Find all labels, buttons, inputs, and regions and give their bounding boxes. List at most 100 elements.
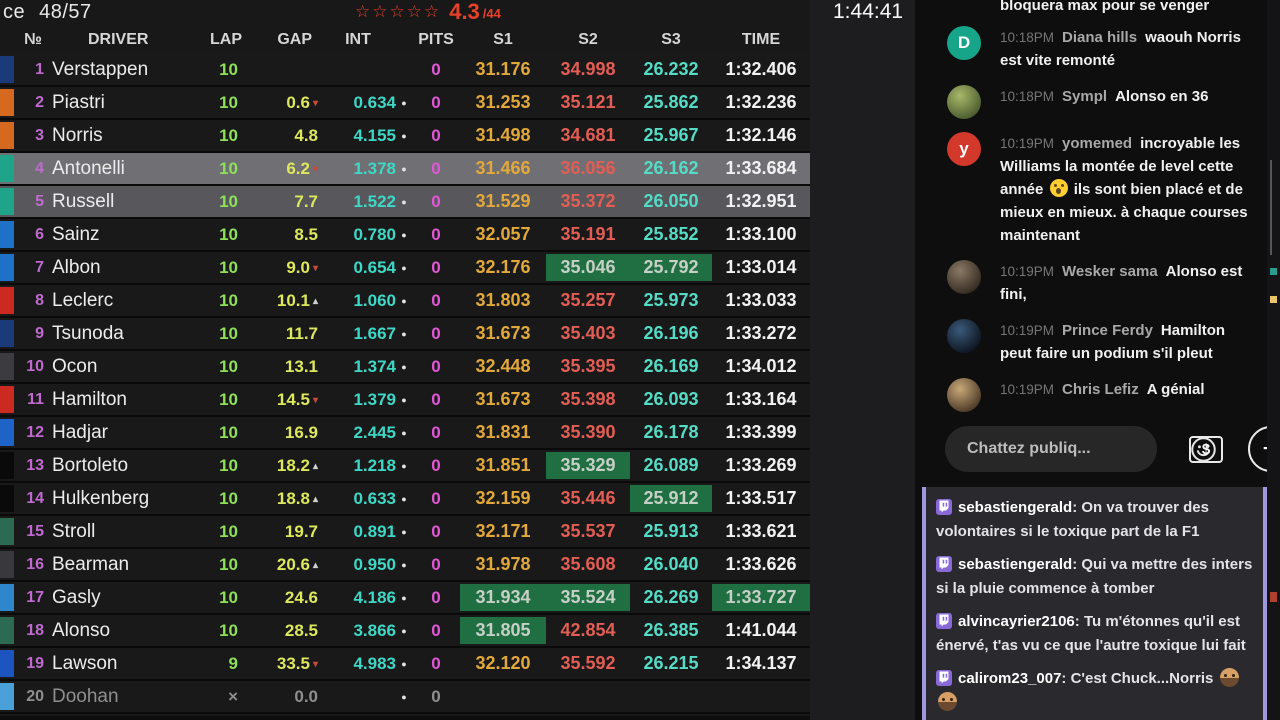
position-number: 12 bbox=[26, 423, 44, 441]
timing-topbar: ce 48/57 ☆☆☆☆☆ 4.3 /44 bbox=[0, 0, 810, 26]
pit-count: 0 bbox=[431, 224, 441, 244]
pit-count: 0 bbox=[431, 92, 441, 112]
table-row[interactable]: 15 Stroll 10 19.7 0.891 ● 0 32.171 35.537 25.913 1… bbox=[0, 516, 810, 549]
interval-value: 0.950 bbox=[353, 554, 396, 574]
interval-dot-icon: ● bbox=[401, 262, 407, 273]
lap-time: 1:34.012 bbox=[725, 356, 797, 376]
chat-message-body: 10:18PM Diana hills waouh Norris est vite … bbox=[1000, 26, 1254, 72]
interval-dot-icon: ● bbox=[401, 229, 407, 240]
edge-artifact bbox=[1270, 296, 1277, 303]
table-row[interactable]: 9 Tsunoda 10 11.7 1.667 ● 0 31.673 35.403 26.196 1… bbox=[0, 318, 810, 351]
chat-message-body: 10:19PM Chris Lefiz A génial bbox=[1000, 378, 1254, 412]
overlay-message-text: : C'est Chuck...Norris bbox=[936, 668, 1241, 711]
table-row[interactable]: 14 Hulkenberg 10 18.8 ▴ 0.633 ● 0 32.159 35.446 25… bbox=[0, 483, 810, 516]
lap-count: 10 bbox=[219, 587, 238, 607]
star-icons[interactable]: ☆☆☆☆☆ bbox=[355, 2, 442, 21]
chat-input[interactable] bbox=[945, 440, 1190, 458]
gap-value: 0.0 bbox=[294, 686, 318, 706]
table-row[interactable]: 7 Albon 10 9.0 ▾ 0.654 ● 0 32.176 35.046 25.792 1:3… bbox=[0, 252, 810, 285]
bearded-man-emote bbox=[938, 692, 957, 711]
twitch-badge-icon bbox=[936, 556, 952, 572]
team-color-bar bbox=[0, 320, 14, 347]
chat-timestamp: 10:18PM bbox=[1000, 89, 1055, 104]
sector2-time: 35.390 bbox=[560, 422, 616, 442]
pit-count: 0 bbox=[431, 59, 441, 79]
table-row[interactable]: 3 Norris 10 4.8 4.155 ● 0 31.498 34.681 25.967 1:3… bbox=[0, 120, 810, 153]
sector3-time: 26.269 bbox=[643, 587, 699, 607]
lap-count: 10 bbox=[219, 521, 238, 541]
table-row[interactable]: 13 Bortoleto 10 18.2 ▴ 1.218 ● 0 31.851 35.329 26.… bbox=[0, 450, 810, 483]
overlay-chat-message: sebastiengerald: Qui va mettre des inter… bbox=[936, 553, 1253, 601]
avatar bbox=[947, 260, 981, 294]
overlay-message-text: : On va trouver des volontaires si le to… bbox=[936, 499, 1209, 540]
table-row[interactable]: 10 Ocon 10 13.1 1.374 ● 0 32.448 35.395 26.169 1:3… bbox=[0, 351, 810, 384]
interval-value: 4.155 bbox=[353, 125, 396, 145]
gap-trend-icon: ▴ bbox=[312, 493, 318, 505]
driver-name: Ocon bbox=[52, 355, 98, 377]
table-row[interactable]: 12 Hadjar 10 16.9 2.445 ● 0 31.831 35.390 26.178 1… bbox=[0, 417, 810, 450]
team-color-bar bbox=[0, 122, 14, 149]
lap-count: 10 bbox=[219, 290, 238, 310]
chat-message-list[interactable]: bloquera max pour se venger D 10:18PM Diana… bbox=[915, 0, 1268, 418]
position-number: 2 bbox=[35, 93, 44, 111]
table-row[interactable]: 16 Bearman 10 20.6 ▴ 0.950 ● 0 31.978 35.608 26.04… bbox=[0, 549, 810, 582]
sector2-time: 35.608 bbox=[560, 554, 616, 574]
gap-value: 7.7 bbox=[294, 191, 318, 211]
lap-time: 1:33.517 bbox=[725, 488, 797, 508]
lap-count: 10 bbox=[219, 455, 238, 475]
table-row[interactable]: 4 Antonelli 10 6.2 ▾ 1.378 ● 0 31.466 36.056 26.16… bbox=[0, 153, 810, 186]
table-row[interactable]: 18 Alonso 10 28.5 3.866 ● 0 31.805 42.854 26.385 1… bbox=[0, 615, 810, 648]
chat-message-body: 10:19PM yomemed incroyable les Williams la… bbox=[1000, 132, 1254, 247]
interval-value: 0.634 bbox=[353, 92, 396, 112]
driver-name: Hadjar bbox=[52, 421, 108, 443]
pit-count: 0 bbox=[431, 125, 441, 145]
team-color-bar bbox=[0, 287, 14, 314]
team-color-bar bbox=[0, 155, 14, 182]
gap-value: 16.9 bbox=[284, 422, 318, 442]
table-row[interactable]: 2 Piastri 10 0.6 ▾ 0.634 ● 0 31.253 35.121 25.862 1… bbox=[0, 87, 810, 120]
sector1-time: 31.253 bbox=[475, 92, 531, 112]
position-number: 6 bbox=[35, 225, 44, 243]
sector2-time: 35.524 bbox=[546, 584, 630, 611]
stream-rating[interactable]: ☆☆☆☆☆ 4.3 /44 bbox=[355, 0, 501, 24]
lap-time: 1:33.033 bbox=[725, 290, 797, 310]
team-color-bar bbox=[0, 452, 14, 479]
interval-dot-icon: ● bbox=[401, 460, 407, 471]
gap-value: 11.7 bbox=[285, 323, 318, 343]
pit-count: 0 bbox=[431, 191, 441, 211]
interval-value: 1.379 bbox=[353, 389, 396, 409]
pit-count: 0 bbox=[431, 620, 441, 640]
column-header-GAP: GAP bbox=[277, 31, 312, 48]
smiley-icon[interactable] bbox=[1190, 436, 1217, 463]
chat-input-row: $ + bbox=[915, 424, 1280, 474]
team-color-bar bbox=[0, 254, 14, 281]
table-row[interactable]: 6 Sainz 10 8.5 0.780 ● 0 32.057 35.191 25.852 1:33… bbox=[0, 219, 810, 252]
table-row[interactable]: 19 Lawson 9 33.5 ▾ 4.983 ● 0 32.120 35.592 26.215 1… bbox=[0, 648, 810, 681]
lap-time: 1:33.269 bbox=[725, 455, 797, 475]
interval-dot-icon: ● bbox=[401, 691, 407, 702]
table-row[interactable]: 5 Russell 10 7.7 1.522 ● 0 31.529 35.372 26.050 1:… bbox=[0, 186, 810, 219]
interval-value: 4.186 bbox=[353, 587, 396, 607]
sector2-time: 42.854 bbox=[560, 620, 616, 640]
gap-trend-icon: ▴ bbox=[312, 295, 318, 307]
chat-message: 10:18PM Sympl Alonso en 36 bbox=[915, 78, 1268, 125]
sector1-time: 32.120 bbox=[475, 653, 531, 673]
twitch-chat-overlay[interactable]: sebastiengerald: On va trouver des volon… bbox=[922, 487, 1267, 720]
table-row[interactable]: 8 Leclerc 10 10.1 ▴ 1.060 ● 0 31.803 35.257 25.973… bbox=[0, 285, 810, 318]
lap-count: 10 bbox=[219, 257, 238, 277]
table-row[interactable]: 20 Doohan × 0.0 ● 0 bbox=[0, 681, 810, 714]
table-row[interactable]: 11 Hamilton 10 14.5 ▾ 1.379 ● 0 31.673 35.398 26.0… bbox=[0, 384, 810, 417]
sector3-time: 26.089 bbox=[643, 455, 699, 475]
overlay-chat-message: calirom23_007: C'est Chuck...Norris bbox=[936, 667, 1253, 715]
gap-value: 14.5 ▾ bbox=[276, 389, 318, 409]
table-row[interactable]: 1 Verstappen 10 0 31.176 34.998 26.232 1:32.406 bbox=[0, 54, 810, 87]
superchat-button[interactable]: $ bbox=[1183, 426, 1229, 472]
team-color-bar bbox=[0, 683, 14, 710]
sector3-time: 26.178 bbox=[643, 422, 699, 442]
sector1-time: 31.851 bbox=[475, 455, 531, 475]
bearded-man-emote bbox=[1219, 668, 1239, 687]
lap-count: 10 bbox=[219, 224, 238, 244]
chat-timestamp: 10:19PM bbox=[1000, 323, 1055, 338]
table-row[interactable]: 17 Gasly 10 24.6 4.186 ● 0 31.934 35.524 26.269 1:… bbox=[0, 582, 810, 615]
